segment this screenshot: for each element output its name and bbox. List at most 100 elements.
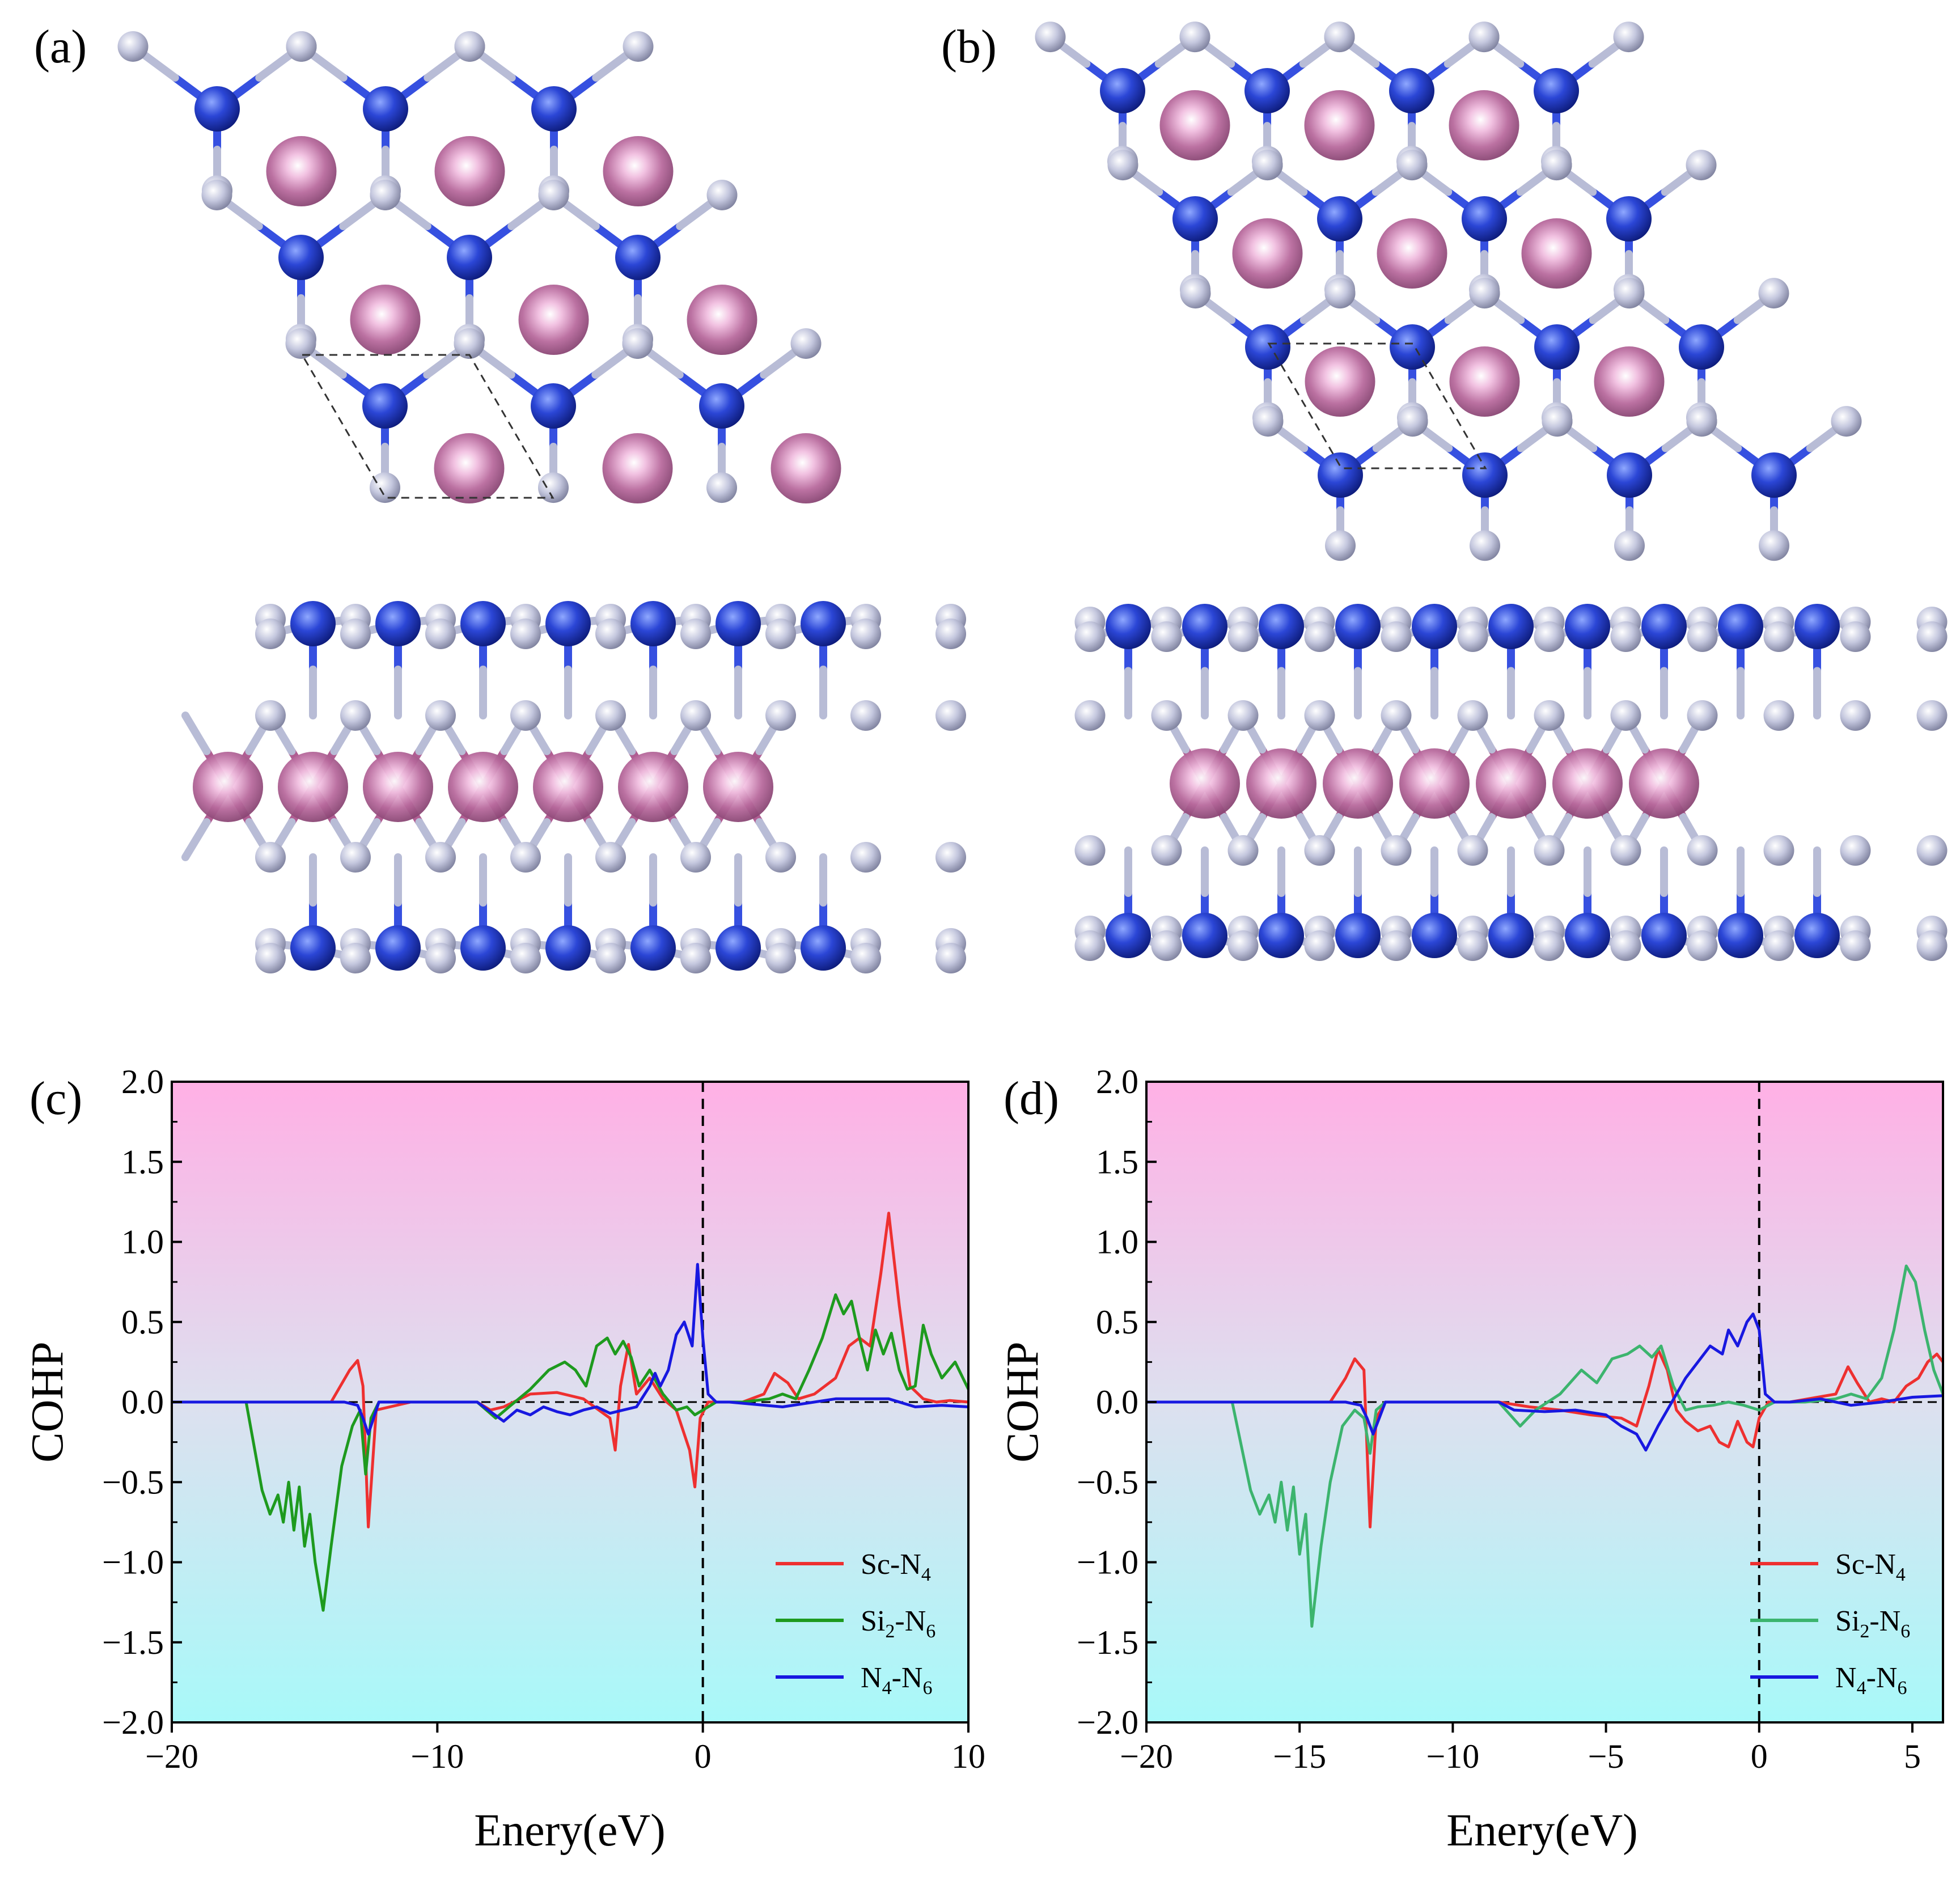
n-atom [1794, 913, 1840, 958]
n-atom [1488, 913, 1534, 958]
si-atom [1759, 530, 1789, 561]
x-axis-ticks-c: −20 −10 0 10 [145, 1722, 985, 1775]
si-atom [1916, 700, 1948, 731]
sc-atom [1594, 346, 1665, 417]
si-atom [1227, 835, 1259, 866]
si-atom [1687, 835, 1718, 866]
n-atom [1172, 196, 1218, 242]
si-atom [1610, 930, 1641, 961]
n-atom [1607, 452, 1652, 498]
si-atom [765, 842, 796, 873]
si-atom [425, 700, 456, 731]
si-atom [1687, 700, 1718, 731]
legend-label: Sc-N4 [861, 1548, 931, 1585]
si-atom [538, 472, 569, 503]
sc-atom [434, 136, 505, 207]
si-atom [425, 619, 456, 649]
n-atom [545, 601, 591, 646]
si-atom [1151, 700, 1182, 731]
n-atom [545, 925, 591, 971]
y-tick-label: 1.0 [121, 1223, 164, 1261]
sc-atom [602, 433, 673, 504]
si-atom [765, 943, 796, 973]
si-atom [1457, 930, 1488, 961]
si-atom [255, 842, 286, 873]
n-atom [1641, 604, 1687, 649]
si-atom [850, 842, 881, 873]
si-atom [1074, 700, 1106, 731]
si-atom [454, 328, 485, 359]
legend-d: Sc-N4 Si2-N6 N4-N6 [1750, 1548, 1910, 1699]
sc-atom [193, 752, 263, 822]
si-atom [1151, 835, 1182, 866]
legend-label: Si2-N6 [861, 1605, 935, 1642]
n-atom [1318, 452, 1363, 498]
si-atom [1151, 930, 1182, 961]
n-atom [1182, 604, 1227, 649]
structure-b-side-view [1074, 604, 1948, 961]
si-atom [1831, 406, 1862, 437]
n-atom [1565, 604, 1610, 649]
si-atom [1074, 621, 1106, 652]
n-atom [1389, 68, 1434, 113]
n-atom [447, 235, 492, 280]
si-atom [1840, 930, 1871, 961]
si-atom [1035, 22, 1066, 53]
sc-atom [363, 752, 433, 822]
y-tick-label: 0.5 [121, 1303, 164, 1341]
si-atom [1687, 930, 1718, 961]
sc-atom [1232, 218, 1303, 289]
si-atom [1763, 700, 1794, 731]
structure-a-side-view [181, 601, 966, 973]
sc-atom [1304, 90, 1375, 161]
x-tick-label: −20 [1120, 1738, 1173, 1775]
si-atom [1763, 621, 1794, 652]
sc-atom [1521, 218, 1592, 289]
si-atom [790, 328, 822, 359]
panel-label-b: (b) [941, 20, 997, 73]
si-atom [370, 179, 401, 210]
si-atom [1534, 835, 1565, 866]
si-atom [1686, 406, 1717, 437]
n-atom [531, 86, 577, 132]
sc-atom [703, 752, 773, 822]
n-atom [460, 601, 506, 646]
n-atom [1565, 913, 1610, 958]
n-atom [1534, 68, 1579, 113]
n-atom [1412, 604, 1457, 649]
si-atom [595, 619, 626, 649]
n-atom [699, 383, 744, 429]
si-atom [1614, 530, 1645, 561]
n-atom [531, 383, 576, 429]
y-tick-label: −0.5 [1077, 1463, 1138, 1501]
si-atom [255, 943, 286, 973]
sc-atom [1552, 748, 1623, 819]
si-atom [538, 179, 569, 210]
si-atom [201, 179, 232, 210]
n-atom [615, 235, 661, 280]
bond [181, 818, 211, 861]
si-atom [1916, 621, 1948, 652]
y-axis-title-d: COHP [998, 1341, 1048, 1462]
sc-atom [518, 285, 589, 355]
n-atom [1335, 604, 1381, 649]
series-line-si2-n6 [172, 1293, 970, 1612]
si-atom [1227, 621, 1259, 652]
y-axis-ticks-d: 2.0 1.5 1.0 0.5 0.0 −0.5 −1.0 −1.5 −2.0 [1077, 1063, 1157, 1741]
sc-atom [278, 752, 348, 822]
si-atom [706, 179, 738, 210]
n-atom [1606, 196, 1652, 242]
n-atom [194, 86, 240, 132]
n-atom [630, 601, 676, 646]
y-tick-label: 0.0 [121, 1383, 164, 1421]
n-atom [1679, 324, 1724, 370]
si-atom [680, 619, 711, 649]
panel-label-d: (d) [1004, 1072, 1059, 1125]
si-atom [1381, 700, 1412, 731]
si-atom [765, 619, 796, 649]
si-atom [1610, 835, 1641, 866]
n-atom [1259, 604, 1304, 649]
si-atom [595, 842, 626, 873]
sc-atom [448, 752, 518, 822]
x-axis-ticks-d: −20 −15 −10 −5 0 5 [1120, 1722, 1921, 1775]
